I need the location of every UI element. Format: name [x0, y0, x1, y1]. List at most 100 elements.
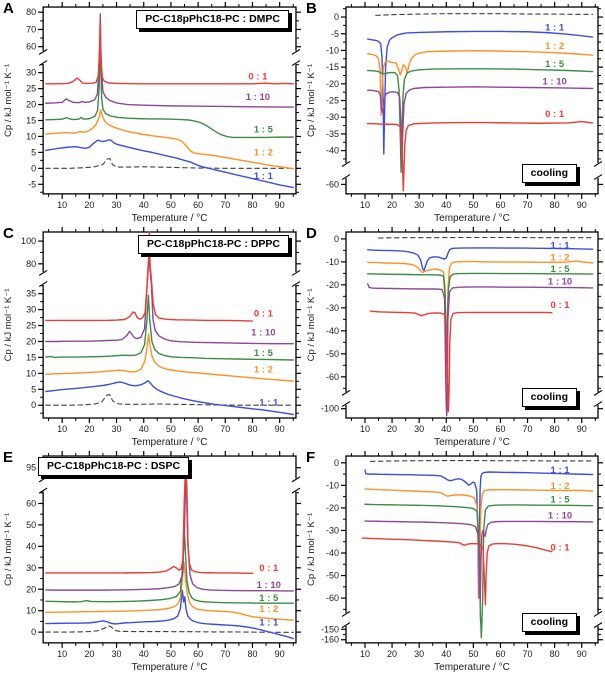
svg-text:70: 70 [523, 649, 533, 659]
svg-text:1 : 10: 1 : 10 [246, 92, 270, 103]
svg-text:Temperature / °C: Temperature / °C [132, 437, 208, 448]
svg-text:10: 10 [57, 424, 67, 434]
svg-text:80: 80 [550, 424, 560, 434]
svg-text:Cp / kJ mol⁻¹ K⁻¹: Cp / kJ mol⁻¹ K⁻¹ [3, 64, 14, 137]
svg-text:20: 20 [26, 336, 36, 346]
svg-text:-60: -60 [326, 593, 339, 603]
svg-text:-60: -60 [326, 372, 339, 382]
svg-text:-150: -150 [321, 624, 339, 634]
svg-text:0 : 1: 0 : 1 [545, 109, 565, 120]
svg-text:-160: -160 [321, 635, 339, 645]
svg-text:80: 80 [550, 200, 560, 210]
svg-text:90: 90 [577, 200, 587, 210]
svg-text:10: 10 [360, 424, 370, 434]
svg-text:5: 5 [31, 384, 36, 394]
svg-text:1 : 1: 1 : 1 [259, 617, 279, 628]
panel-b-dmpc-cooling: 10 20 30 40 50 60 70 80 90 -60 -40 -35 -30 -25 -20 -15 -… [303, 0, 605, 225]
svg-text:0: 0 [31, 400, 36, 410]
svg-text:50: 50 [26, 520, 36, 530]
svg-text:80: 80 [247, 200, 257, 210]
svg-text:-10: -10 [326, 257, 339, 267]
svg-text:20: 20 [387, 200, 397, 210]
svg-text:30: 30 [414, 424, 424, 434]
panel-c-plot: 10 20 30 40 50 60 70 80 90 0 5 10 15 20 25 30 35 80 100 0 :… [3, 227, 301, 448]
svg-text:10: 10 [360, 649, 370, 659]
panel-d-dppc-cooling: 10 20 30 40 50 60 70 80 90 -100 -60 -50 -40 -30 -20 -10… [303, 225, 605, 449]
svg-text:0 : 1: 0 : 1 [551, 542, 571, 553]
svg-text:1 : 2: 1 : 2 [254, 365, 273, 376]
lipid-ratio-title-box-dspc: PC-C18pPhC18-PC : DSPC [38, 457, 190, 477]
svg-text:0 : 1: 0 : 1 [248, 71, 268, 82]
svg-text:-10: -10 [326, 480, 339, 490]
svg-text:15: 15 [26, 116, 36, 126]
svg-text:50: 50 [166, 200, 176, 210]
svg-text:10: 10 [57, 649, 67, 659]
svg-text:-50: -50 [326, 571, 339, 581]
svg-text:Cp / kJ mol⁻¹ K⁻¹: Cp / kJ mol⁻¹ K⁻¹ [306, 513, 317, 586]
svg-text:40: 40 [441, 424, 451, 434]
svg-text:30: 30 [26, 563, 36, 573]
svg-text:-50: -50 [326, 349, 339, 359]
panel-a-plot: 10 20 30 40 50 60 70 80 90 -5 0 5 10 15 20 25 30 60 70 80 0 … [3, 2, 301, 224]
panel-e-dspc-heating: 10 20 30 40 50 60 70 80 90 0 10 20 30 40 50 60 95 0 : 1 1 … [0, 449, 303, 674]
svg-text:1 : 10: 1 : 10 [257, 580, 281, 591]
panel-letter-e: E [3, 449, 14, 466]
svg-text:0 : 1: 0 : 1 [551, 300, 571, 311]
svg-text:60: 60 [26, 42, 36, 52]
svg-text:90: 90 [275, 649, 285, 659]
lipid-ratio-title-box-dmpc: PC-C18pPhC18-PC : DMPC [136, 10, 289, 30]
lipid-ratio-title-box-dppc: PC-C18pPhC18-PC : DPPC [137, 235, 289, 255]
svg-text:10: 10 [360, 200, 370, 210]
svg-text:50: 50 [166, 649, 176, 659]
svg-text:30: 30 [26, 68, 36, 78]
panel-f-plot: 10 20 30 40 50 60 70 80 90 -160-150 -60 -50 -40 -30 -2… [306, 451, 603, 673]
panel-letter-a: A [3, 0, 14, 17]
panel-f-dspc-cooling: 10 20 30 40 50 60 70 80 90 -160 -150 -60 -50 -40 -30 -2… [303, 449, 605, 674]
svg-text:-100: -100 [321, 404, 339, 414]
svg-text:10: 10 [57, 200, 67, 210]
svg-text:-15: -15 [326, 62, 339, 72]
svg-text:Cp / kJ mol⁻¹ K⁻¹: Cp / kJ mol⁻¹ K⁻¹ [306, 64, 317, 137]
svg-text:Cp / kJ mol⁻¹ K⁻¹: Cp / kJ mol⁻¹ K⁻¹ [3, 513, 14, 586]
svg-text:30: 30 [414, 649, 424, 659]
svg-text:50: 50 [468, 649, 478, 659]
svg-text:5: 5 [31, 147, 36, 157]
svg-text:20: 20 [387, 649, 397, 659]
panel-letter-b: B [306, 0, 317, 17]
svg-text:80: 80 [247, 424, 257, 434]
svg-text:1 : 2: 1 : 2 [254, 148, 273, 159]
svg-text:100: 100 [21, 236, 36, 246]
svg-text:1 : 5: 1 : 5 [545, 59, 565, 70]
svg-text:0: 0 [334, 458, 339, 468]
svg-text:1 : 5: 1 : 5 [254, 124, 274, 135]
svg-text:-10: -10 [326, 45, 339, 55]
svg-text:Temperature / °C: Temperature / °C [434, 437, 510, 448]
svg-text:1 : 1: 1 : 1 [551, 465, 571, 476]
svg-text:90: 90 [577, 424, 587, 434]
svg-text:1 : 10: 1 : 10 [548, 276, 572, 287]
svg-text:-30: -30 [326, 112, 339, 122]
svg-text:-20: -20 [326, 503, 339, 513]
svg-text:90: 90 [577, 649, 587, 659]
svg-text:80: 80 [26, 259, 36, 269]
svg-text:15: 15 [26, 352, 36, 362]
svg-text:30: 30 [414, 200, 424, 210]
svg-text:40: 40 [139, 424, 149, 434]
svg-text:30: 30 [112, 424, 122, 434]
svg-text:0 : 1: 0 : 1 [259, 563, 279, 574]
svg-text:1 : 2: 1 : 2 [551, 253, 570, 264]
svg-text:40: 40 [139, 649, 149, 659]
svg-text:10: 10 [26, 368, 36, 378]
svg-text:40: 40 [26, 541, 36, 551]
svg-text:-40: -40 [326, 326, 339, 336]
svg-text:20: 20 [84, 200, 94, 210]
panel-letter-f: F [306, 449, 316, 466]
svg-text:1 : 2: 1 : 2 [259, 604, 278, 615]
svg-text:40: 40 [441, 200, 451, 210]
svg-text:60: 60 [495, 424, 505, 434]
svg-text:70: 70 [220, 649, 230, 659]
svg-text:60: 60 [495, 649, 505, 659]
svg-text:1 : 10: 1 : 10 [543, 76, 567, 87]
svg-text:70: 70 [220, 200, 230, 210]
panel-e-plot: 10 20 30 40 50 60 70 80 90 0 10 20 30 40 50 60 95 0 : 1 1 … [3, 451, 301, 673]
